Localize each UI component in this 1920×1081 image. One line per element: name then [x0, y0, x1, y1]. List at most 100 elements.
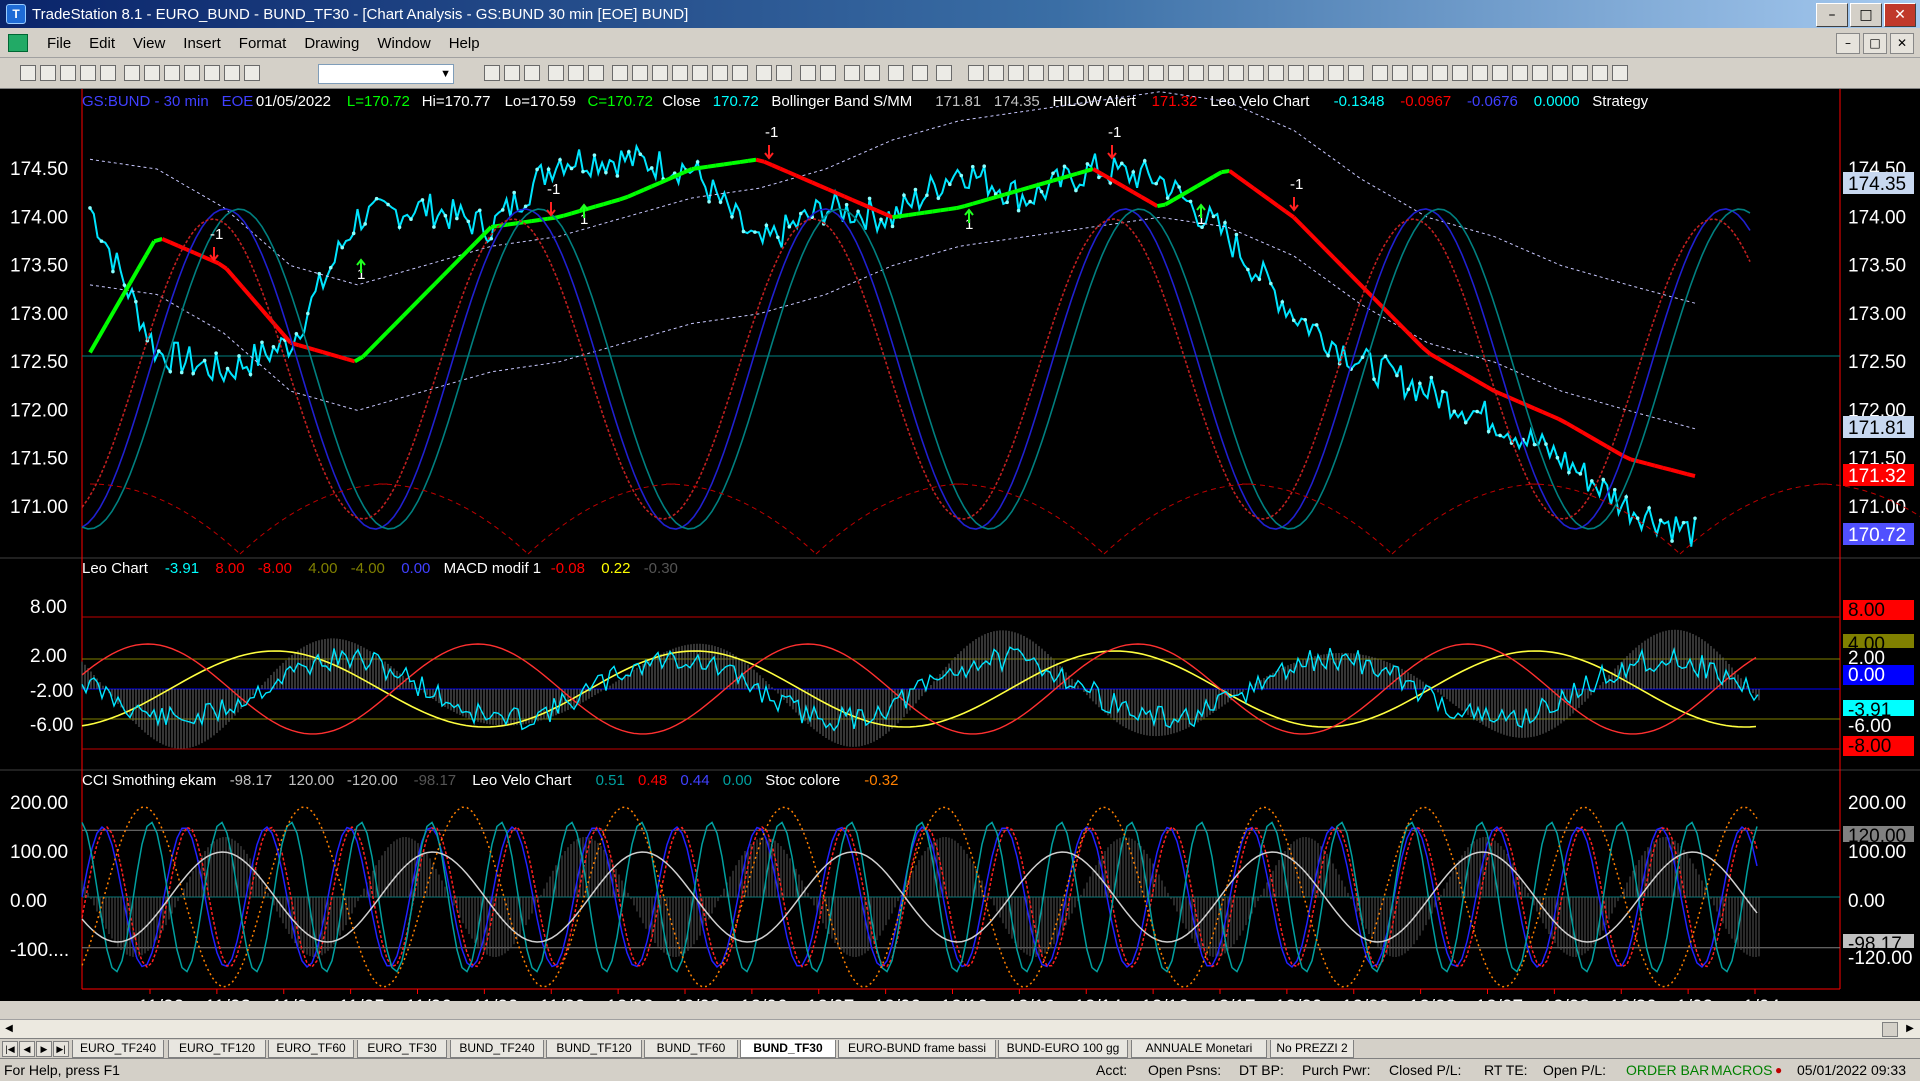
toolbar-tool-icon[interactable] [124, 65, 140, 81]
tab-euro-bund-frame-bassi[interactable]: EURO-BUND frame bassi [838, 1040, 996, 1058]
order-bar-button[interactable]: ORDER BAR [1626, 1062, 1710, 1078]
toolbar-tool-icon[interactable] [888, 65, 904, 81]
tab-bund-tf120[interactable]: BUND_TF120 [546, 1040, 642, 1058]
prev-tab-icon[interactable]: ◀ [19, 1041, 35, 1057]
minimize-button[interactable]: – [1816, 3, 1848, 27]
toolbar-tool-icon[interactable] [244, 65, 260, 81]
tab-bund-tf240[interactable]: BUND_TF240 [450, 1040, 544, 1058]
toolbar-tool-icon[interactable] [568, 65, 584, 81]
macros-button[interactable]: MACROS [1711, 1062, 1773, 1078]
menu-edit[interactable]: Edit [89, 34, 116, 52]
toolbar-tool-icon[interactable] [1612, 65, 1628, 81]
toolbar-tool-icon[interactable] [1572, 65, 1588, 81]
chart-window-icon[interactable] [8, 34, 28, 52]
toolbar-tool-icon[interactable] [1288, 65, 1304, 81]
scroll-left-icon[interactable]: ◀ [5, 1023, 13, 1034]
toolbar-tool-icon[interactable] [1168, 65, 1184, 81]
tab-bund-euro-100-gg[interactable]: BUND-EURO 100 gg [998, 1040, 1128, 1058]
toolbar-tool-icon[interactable] [224, 65, 240, 81]
toolbar-tool-icon[interactable] [1248, 65, 1264, 81]
mdi-close-button[interactable]: ✕ [1890, 33, 1914, 54]
toolbar-tool-icon[interactable] [756, 65, 772, 81]
toolbar-tool-icon[interactable] [968, 65, 984, 81]
toolbar-tool-icon[interactable] [1268, 65, 1284, 81]
tab-euro-tf240[interactable]: EURO_TF240 [72, 1040, 164, 1058]
toolbar-tool-icon[interactable] [612, 65, 628, 81]
toolbar-tool-icon[interactable] [1308, 65, 1324, 81]
toolbar-tool-icon[interactable] [820, 65, 836, 81]
mdi-restore-button[interactable]: □ [1863, 33, 1887, 54]
toolbar-tool-icon[interactable] [1188, 65, 1204, 81]
scroll-right-icon[interactable]: ▶ [1906, 1023, 1914, 1034]
toolbar-tool-icon[interactable] [1128, 65, 1144, 81]
toolbar-tool-icon[interactable] [1348, 65, 1364, 81]
tab-euro-tf120[interactable]: EURO_TF120 [168, 1040, 266, 1058]
toolbar-tool-icon[interactable] [1108, 65, 1124, 81]
toolbar-tool-icon[interactable] [1372, 65, 1388, 81]
maximize-button[interactable]: □ [1850, 3, 1882, 27]
tab-annuale-monetari[interactable]: ANNUALE Monetari [1131, 1040, 1267, 1058]
toolbar-tool-icon[interactable] [1008, 65, 1024, 81]
toolbar-tool-icon[interactable] [632, 65, 648, 81]
chart-canvas[interactable]: GS:BUND - 30 min EOE 01/05/2022 L=170.72 Hi=… [0, 89, 1920, 1001]
toolbar-tool-icon[interactable] [1048, 65, 1064, 81]
toolbar-tool-icon[interactable] [60, 65, 76, 81]
toolbar-tool-icon[interactable] [912, 65, 928, 81]
toolbar-tool-icon[interactable] [712, 65, 728, 81]
horizontal-scrollbar[interactable]: ◀ ▶ [0, 1019, 1920, 1038]
scrollbar-thumb[interactable] [1882, 1022, 1898, 1037]
toolbar-tool-icon[interactable] [1592, 65, 1608, 81]
close-button[interactable]: ✕ [1884, 3, 1916, 27]
menu-insert[interactable]: Insert [183, 34, 221, 52]
toolbar-tool-icon[interactable] [692, 65, 708, 81]
toolbar-tool-icon[interactable] [1228, 65, 1244, 81]
toolbar-tool-icon[interactable] [1552, 65, 1568, 81]
menu-file[interactable]: File [47, 34, 72, 52]
toolbar-tool-icon[interactable] [1432, 65, 1448, 81]
next-tab-icon[interactable]: ▶ [36, 1041, 52, 1057]
toolbar-tool-icon[interactable] [1208, 65, 1224, 81]
tab-bund-tf60[interactable]: BUND_TF60 [644, 1040, 738, 1058]
toolbar-tool-icon[interactable] [80, 65, 96, 81]
toolbar-tool-icon[interactable] [936, 65, 952, 81]
toolbar-tool-icon[interactable] [732, 65, 748, 81]
toolbar-tool-icon[interactable] [40, 65, 56, 81]
tab-euro-tf30[interactable]: EURO_TF30 [357, 1040, 447, 1058]
toolbar-tool-icon[interactable] [776, 65, 792, 81]
toolbar-tool-icon[interactable] [1492, 65, 1508, 81]
menu-window[interactable]: Window [377, 34, 431, 52]
toolbar-tool-icon[interactable] [1392, 65, 1408, 81]
mdi-minimize-button[interactable]: – [1836, 33, 1860, 54]
toolbar-tool-icon[interactable] [672, 65, 688, 81]
toolbar-tool-icon[interactable] [1028, 65, 1044, 81]
toolbar-tool-icon[interactable] [144, 65, 160, 81]
toolbar-tool-icon[interactable] [864, 65, 880, 81]
toolbar-tool-icon[interactable] [1412, 65, 1428, 81]
last-tab-icon[interactable]: ▶| [53, 1041, 69, 1057]
toolbar-tool-icon[interactable] [1512, 65, 1528, 81]
toolbar-tool-icon[interactable] [1148, 65, 1164, 81]
toolbar-tool-icon[interactable] [800, 65, 816, 81]
toolbar-tool-icon[interactable] [100, 65, 116, 81]
toolbar-tool-icon[interactable] [20, 65, 36, 81]
chart-area[interactable]: GS:BUND - 30 min EOE 01/05/2022 L=170.72 Hi=… [0, 89, 1920, 1001]
toolbar-tool-icon[interactable] [484, 65, 500, 81]
toolbar-tool-icon[interactable] [1532, 65, 1548, 81]
tab-no-prezzi-2[interactable]: No PREZZI 2 [1270, 1040, 1354, 1058]
toolbar-tool-icon[interactable] [164, 65, 180, 81]
toolbar-tool-icon[interactable] [1088, 65, 1104, 81]
toolbar-tool-icon[interactable] [1472, 65, 1488, 81]
toolbar-tool-icon[interactable] [548, 65, 564, 81]
menu-drawing[interactable]: Drawing [304, 34, 360, 52]
toolbar-tool-icon[interactable] [588, 65, 604, 81]
menu-format[interactable]: Format [238, 34, 287, 52]
toolbar-tool-icon[interactable] [988, 65, 1004, 81]
first-tab-icon[interactable]: |◀ [2, 1041, 18, 1057]
toolbar-tool-icon[interactable] [652, 65, 668, 81]
toolbar-tool-icon[interactable] [204, 65, 220, 81]
symbol-dropdown[interactable]: ▼ [318, 64, 454, 84]
menu-view[interactable]: View [133, 34, 166, 52]
toolbar-tool-icon[interactable] [184, 65, 200, 81]
toolbar-tool-icon[interactable] [1452, 65, 1468, 81]
tab-euro-tf60[interactable]: EURO_TF60 [268, 1040, 354, 1058]
